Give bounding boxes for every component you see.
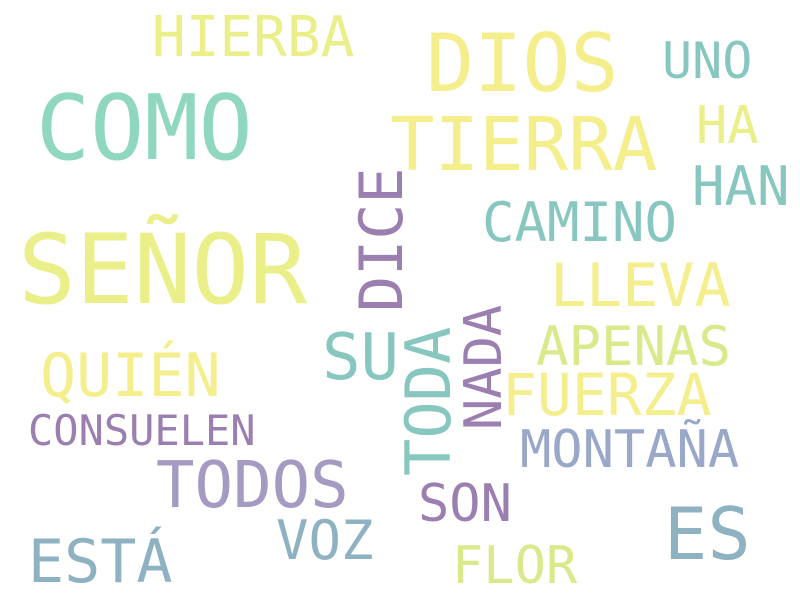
word-lleva: LLEVA (550, 251, 731, 321)
word-consuelen: CONSUELEN (28, 406, 256, 455)
word-tierra: TIERRA (390, 102, 658, 188)
word-toda: TODA (392, 326, 465, 476)
word-es: ES (664, 492, 751, 576)
word-son: SON (418, 474, 512, 534)
word-montana: MONTAÑA (520, 420, 740, 480)
word-su: SU (322, 321, 400, 395)
word-camino: CAMINO (482, 191, 678, 254)
word-fuerza: FUERZA (502, 361, 712, 429)
word-como: COMO (36, 76, 253, 181)
word-dice: DICE (347, 167, 417, 313)
word-voz: VOZ (276, 509, 374, 572)
word-hierba: HIERBA (152, 5, 355, 70)
word-ha: HA (696, 96, 759, 156)
word-senor: SEÑOR (18, 214, 307, 326)
word-apenas: APENAS (536, 315, 732, 378)
word-flor: FLOR (452, 536, 578, 596)
word-han: HAN (692, 155, 790, 218)
word-uno: UNO (662, 32, 753, 90)
word-quien: QUIÉN (40, 341, 221, 411)
word-todos: TODOS (156, 449, 349, 523)
word-dios: DIOS (426, 17, 619, 110)
word-esta: ESTÁ (28, 527, 173, 597)
